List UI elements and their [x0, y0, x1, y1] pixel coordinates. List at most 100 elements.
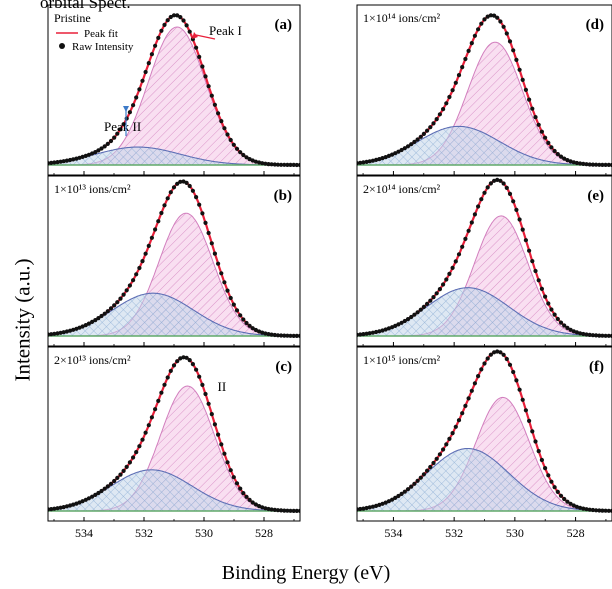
raw-point [444, 277, 449, 282]
raw-point [453, 259, 458, 264]
raw-point [476, 27, 481, 32]
raw-point [444, 442, 449, 447]
raw-point [121, 468, 126, 473]
x-axis-label: Binding Energy (eV) [221, 562, 391, 584]
raw-point [600, 162, 605, 167]
raw-point [409, 484, 414, 489]
raw-point [124, 464, 129, 469]
raw-point [291, 162, 296, 167]
raw-point [184, 180, 189, 185]
raw-point [511, 199, 516, 204]
raw-point [121, 292, 126, 297]
raw-point [156, 35, 161, 41]
raw-point [428, 464, 433, 470]
raw-point [90, 151, 95, 156]
raw-point [546, 140, 551, 145]
raw-point [562, 156, 567, 161]
y-axis-label: Intensity (a.u.) [10, 258, 35, 382]
raw-point [149, 52, 154, 57]
peak2-hatch-b [357, 448, 612, 511]
plot-area [48, 13, 300, 168]
raw-point [162, 22, 167, 27]
raw-point [71, 327, 76, 332]
raw-point [460, 411, 465, 416]
raw-point [71, 157, 76, 162]
raw-point [552, 148, 557, 154]
raw-point [441, 447, 446, 452]
plot-area [48, 355, 300, 513]
raw-point [178, 179, 183, 184]
raw-point [488, 352, 493, 357]
panel-b: (b) 1×10¹³ ions/cm² [47, 175, 301, 347]
raw-point [49, 160, 54, 165]
raw-point [597, 508, 602, 513]
raw-point [507, 362, 513, 367]
raw-point [275, 162, 280, 167]
peak1-arrow [195, 34, 216, 40]
raw-point [603, 508, 608, 513]
raw-point [603, 162, 608, 167]
raw-point [469, 388, 474, 393]
raw-point [386, 153, 391, 158]
raw-point [99, 313, 104, 319]
raw-point [162, 203, 167, 208]
raw-point [431, 295, 436, 300]
x-tick-label: 532 [445, 526, 463, 540]
raw-point [498, 19, 503, 24]
raw-point [437, 287, 442, 292]
raw-point [536, 278, 541, 283]
raw-point [383, 500, 388, 505]
raw-point [434, 291, 439, 296]
raw-point [153, 407, 158, 412]
raw-point [134, 272, 139, 277]
peak2-hatch-b [48, 293, 300, 336]
raw-point [377, 157, 382, 162]
raw-point [140, 437, 145, 442]
raw-point [184, 23, 189, 28]
raw-point [482, 17, 487, 22]
raw-point [234, 146, 240, 151]
raw-point [131, 278, 136, 283]
raw-point [396, 149, 401, 154]
raw-point [578, 161, 583, 166]
raw-point [124, 288, 129, 293]
raw-point [146, 61, 151, 66]
raw-point [61, 159, 66, 164]
raw-point [606, 333, 611, 338]
raw-point [140, 78, 145, 83]
raw-point [250, 158, 255, 163]
raw-point [405, 317, 411, 322]
raw-point [209, 412, 214, 417]
raw-point [485, 14, 490, 19]
raw-point [504, 356, 509, 362]
raw-point [463, 403, 468, 408]
raw-point [49, 332, 54, 337]
panel-title: 2×10¹³ ions/cm² [54, 353, 131, 367]
raw-point [260, 505, 265, 510]
raw-point [272, 332, 277, 338]
raw-intensity-points [48, 13, 300, 168]
raw-point [409, 314, 414, 320]
x-tick-label: 534 [75, 526, 93, 540]
raw-point [112, 135, 117, 140]
raw-point [279, 508, 284, 513]
peak1-hatch [48, 27, 300, 165]
raw-point [574, 160, 580, 166]
raw-point [171, 13, 177, 18]
raw-point [288, 508, 293, 513]
raw-point [472, 212, 477, 217]
raw-point [543, 294, 548, 299]
panel-e: (e) 2×10¹⁴ ions/cm² [356, 175, 612, 347]
raw-point [112, 478, 117, 484]
raw-point [108, 138, 114, 144]
raw-point [250, 500, 255, 505]
raw-point [482, 361, 487, 366]
raw-point [421, 472, 426, 477]
raw-point [527, 418, 532, 423]
raw-point [402, 489, 407, 494]
raw-point [146, 243, 151, 248]
raw-point [488, 181, 493, 186]
raw-point [231, 302, 236, 307]
raw-point [184, 355, 189, 360]
raw-point [288, 162, 293, 167]
